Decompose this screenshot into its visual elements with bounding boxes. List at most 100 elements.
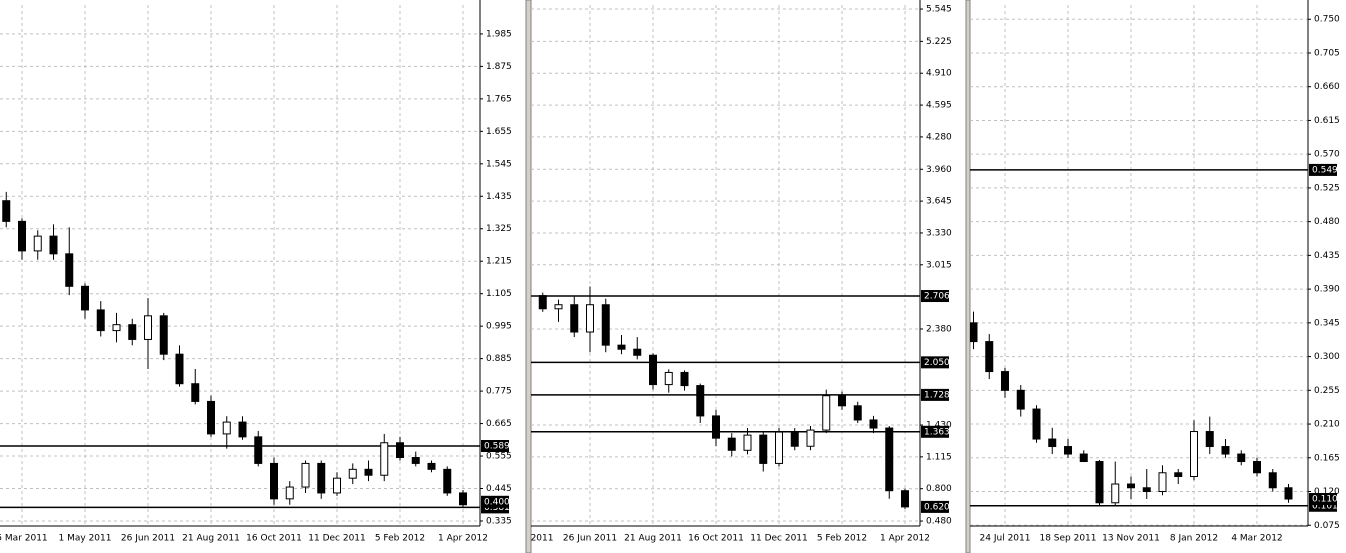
y-tick-label: 4.280 [926, 132, 952, 142]
y-tick-label: 0.335 [486, 516, 512, 526]
y-tick-label: 4.595 [926, 101, 952, 111]
panel-bg [0, 0, 526, 553]
x-tick-label: 1 May 2011 [501, 534, 554, 544]
y-tick-label: 1.875 [486, 62, 512, 72]
y-tick-label: 0.705 [1314, 48, 1340, 58]
y-tick-label: 0.255 [1314, 386, 1340, 396]
candle-body [743, 434, 752, 451]
candle-body [254, 436, 263, 464]
candle-body [869, 419, 878, 429]
candle-body [270, 462, 278, 500]
candle-body [65, 253, 74, 287]
candle-body [333, 477, 341, 494]
candle-body [1016, 389, 1025, 410]
x-tick-label: 24 Jul 2011 [980, 534, 1031, 544]
x-labels: 8 Jan 2012 [1170, 534, 1218, 544]
y-tick-label: 2.380 [926, 324, 952, 334]
candle-body [159, 315, 168, 355]
panel-divider[interactable] [525, 0, 532, 553]
level-label: 0.589 [484, 442, 510, 452]
candle-body [586, 304, 594, 333]
candle-body [664, 371, 673, 386]
level-label-box [481, 440, 509, 453]
x-labels: 4 Mar 2012 [1231, 534, 1282, 544]
x-labels: 11 Dec 2011 [750, 534, 808, 544]
y-tick-label: 4.910 [926, 69, 952, 79]
candle-body [727, 437, 736, 451]
price-label: 0.400 [484, 497, 510, 507]
candle-body [1190, 431, 1198, 478]
candle-body [1284, 487, 1293, 500]
candle-body [1221, 446, 1230, 455]
candle-body [1048, 438, 1057, 448]
y-tick-label: 1.430 [926, 421, 952, 431]
x-tick-label: 1 Apr 2012 [880, 534, 930, 544]
x-tick-label: 5 Mar 2011 [0, 534, 48, 544]
candle-body [1268, 472, 1277, 489]
candle-body [601, 304, 610, 346]
candle-body [49, 235, 58, 255]
price-label-box [921, 500, 949, 513]
y-tick-label: 1.105 [486, 289, 512, 299]
candle-body [1079, 453, 1088, 463]
candle-body [411, 457, 420, 464]
candle-body [443, 468, 452, 494]
candle-body [2, 200, 11, 222]
level-label-box [921, 356, 949, 369]
x-tick-label: 21 Aug 2011 [624, 534, 682, 544]
level-label: 0.549 [1312, 165, 1338, 175]
candle-body [427, 462, 436, 470]
y-tick-label: 1.325 [486, 224, 512, 234]
level-label: 1.728 [924, 390, 950, 400]
x-labels: 16 Oct 2011 [246, 534, 302, 544]
candle-body [1142, 487, 1151, 493]
y-tick-label: 0.445 [486, 484, 512, 494]
x-tick-label: 13 Nov 2011 [1102, 534, 1160, 544]
x-tick-label: 26 Jun 2011 [563, 534, 617, 544]
candle-body [1064, 446, 1072, 455]
candle-body [759, 434, 768, 464]
panel-divider[interactable] [965, 0, 971, 553]
x-labels: 16 Oct 2011 [688, 534, 744, 544]
x-tick-label: 26 Jun 2011 [121, 534, 175, 544]
y-tick-label: 0.800 [926, 484, 952, 494]
candle-body [207, 400, 215, 435]
y-tick-label: 1.655 [486, 127, 512, 137]
plot [970, 5, 1308, 526]
candle-body [396, 442, 404, 459]
candle-body [985, 341, 994, 373]
candle-body [112, 324, 121, 332]
candle-body [696, 385, 705, 417]
level-label: 0.101 [1312, 501, 1338, 511]
y-tick-label: 1.985 [486, 29, 512, 39]
y-tick-label: 5.225 [926, 37, 952, 47]
x-labels: 5 Feb 2012 [817, 534, 867, 544]
candle-body [680, 371, 689, 387]
y-tick-label: 0.345 [1314, 318, 1340, 328]
x-labels: 11 Dec 2011 [308, 534, 366, 544]
x-tick-label: 16 Oct 2011 [688, 534, 744, 544]
panel-bg [970, 0, 1346, 553]
level-label: 1.363 [924, 427, 950, 437]
y-tick-label: 0.165 [1314, 453, 1340, 463]
y-tick-label: 0.775 [486, 387, 512, 397]
candle-body [128, 324, 137, 340]
y-tick-label: 5.545 [926, 5, 952, 15]
candle-body [238, 421, 247, 438]
candle-body [1253, 461, 1261, 474]
candle-body [96, 309, 105, 332]
level-label: 2.050 [924, 358, 950, 368]
candle-body [1001, 371, 1009, 391]
candle-body [348, 468, 357, 479]
y-tick-label: 0.480 [926, 517, 952, 527]
candle-body [1032, 408, 1041, 440]
price-label: 0.110 [1312, 495, 1338, 505]
x-tick-label: 18 Sep 2011 [1039, 534, 1096, 544]
candle-body [144, 315, 152, 340]
level-label-box [1309, 163, 1337, 176]
y-tick-label: 1.545 [486, 159, 512, 169]
x-tick-label: 16 Oct 2011 [246, 534, 302, 544]
y-tick-label: 0.525 [1314, 183, 1340, 193]
candle-body [838, 395, 846, 407]
